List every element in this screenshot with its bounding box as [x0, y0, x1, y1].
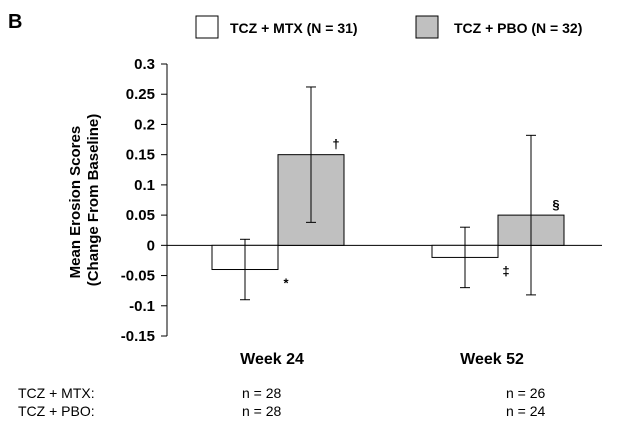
legend-label-tcz-pbo: TCZ + PBO (N = 32)	[454, 20, 582, 36]
n-value-tcz-pbo-week-52: n = 24	[506, 403, 546, 419]
y-tick-label: 0.15	[126, 147, 155, 164]
significance-markers: * † ‡ §	[283, 137, 559, 291]
y-axis-title: Mean Erosion Scores (Change From Baselin…	[67, 114, 102, 287]
panel-letter: B	[8, 11, 22, 33]
y-tick-label: -0.15	[121, 328, 155, 345]
significance-marker: *	[283, 276, 289, 291]
legend: TCZ + MTX (N = 31) TCZ + PBO (N = 32)	[195, 15, 582, 39]
error-bars	[240, 86, 536, 301]
y-axis-title-line-2: (Change From Baseline)	[85, 114, 102, 287]
n-value-tcz-pbo-week-24: n = 28	[242, 403, 282, 419]
n-value-tcz-mtx-week-24: n = 28	[242, 385, 282, 401]
y-tick-label: -0.1	[129, 298, 155, 315]
y-tick-label: 0.05	[126, 207, 155, 224]
y-tick-label: 0	[147, 237, 155, 254]
y-tick-label: 0.3	[134, 56, 155, 73]
y-axis-title-line-1: Mean Erosion Scores	[67, 126, 84, 279]
legend-swatch-tcz-pbo	[415, 15, 439, 39]
significance-marker: §	[552, 197, 559, 212]
n-row-label-tcz-mtx: TCZ + MTX:	[18, 385, 95, 401]
bars	[211, 154, 565, 271]
n-row-label-tcz-pbo: TCZ + PBO:	[18, 403, 95, 419]
axes: 0.3 0.25 0.2 0.15 0.1 0.05 0 -0.05 -0.1 -0.15	[121, 56, 602, 345]
legend-label-tcz-mtx: TCZ + MTX (N = 31)	[230, 20, 358, 36]
n-value-tcz-mtx-week-52: n = 26	[506, 385, 546, 401]
legend-swatch-tcz-mtx	[195, 15, 219, 39]
y-tick-label: 0.1	[134, 177, 155, 194]
significance-marker: ‡	[502, 263, 509, 278]
y-tick-label: 0.2	[134, 116, 155, 133]
significance-marker: †	[332, 137, 339, 152]
category-label-week-52: Week 52	[460, 351, 524, 368]
category-label-week-24: Week 24	[240, 351, 304, 368]
sample-size-table: TCZ + MTX: n = 28 n = 26 TCZ + PBO: n = …	[18, 385, 546, 419]
y-tick-label: 0.25	[126, 86, 155, 103]
y-tick-label: -0.05	[121, 268, 155, 285]
